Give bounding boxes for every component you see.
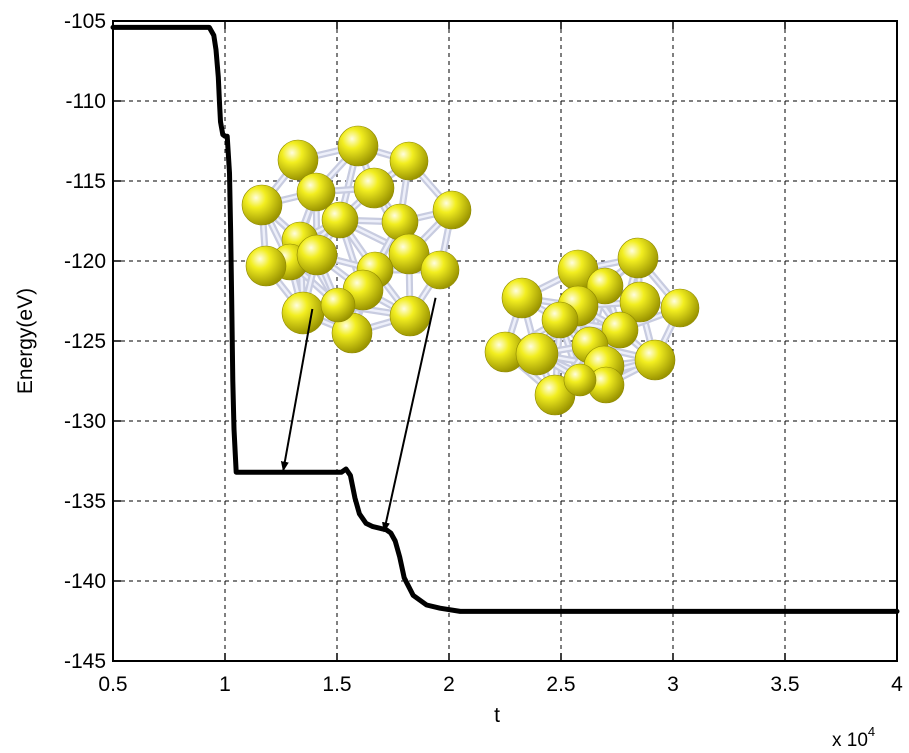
atom <box>541 301 579 339</box>
x-tick-label: 0.5 <box>98 673 127 696</box>
x-tick-label: 2.5 <box>546 673 575 696</box>
atom <box>660 288 700 328</box>
tick-labels: 0.5 1 1.5 2 2.5 3 3.5 4 -105 -110 -115 -120 -125 -130… <box>64 10 903 696</box>
atom <box>601 311 639 349</box>
y-axis-label: Energy(eV) <box>14 288 37 394</box>
axes-frame <box>112 20 898 662</box>
x-multiplier-base: x 10 <box>832 730 868 751</box>
y-tick-label: -105 <box>64 10 106 33</box>
annotation-arrow <box>280 308 314 472</box>
y-tick-label: -145 <box>64 650 106 673</box>
x-tick-label: 3.5 <box>770 673 799 696</box>
atom <box>281 291 325 335</box>
annotation-arrows <box>280 297 437 533</box>
x-axis-label: t <box>494 704 500 727</box>
atom <box>389 295 431 337</box>
x-multiplier-exponent: 4 <box>868 724 875 739</box>
y-tick-label: -130 <box>64 410 106 433</box>
atom <box>277 139 319 181</box>
y-tick-label: -115 <box>66 170 106 193</box>
atom <box>515 332 559 376</box>
atom <box>420 250 460 290</box>
atom <box>353 167 395 209</box>
atom <box>432 190 472 230</box>
atom <box>337 125 379 167</box>
y-tick-label: -120 <box>64 250 106 273</box>
atom <box>296 234 338 276</box>
energy-series-line <box>110 24 900 614</box>
atom <box>586 267 624 305</box>
atom <box>619 281 661 323</box>
cluster-illustrations <box>241 125 700 416</box>
atom <box>388 233 430 275</box>
atom <box>389 141 429 181</box>
atom <box>617 237 659 279</box>
x-tick-label: 2 <box>443 673 455 696</box>
atom <box>501 277 543 319</box>
x-tick-label: 3 <box>667 673 679 696</box>
gold-nanocluster-compact-icon <box>484 237 700 416</box>
atom <box>321 201 359 239</box>
x-axis-multiplier: x 104 <box>832 724 875 751</box>
y-tick-label: -135 <box>64 490 106 513</box>
y-tick-label: -110 <box>66 90 106 113</box>
atom <box>296 172 336 212</box>
y-tick-label: -125 <box>64 330 106 353</box>
y-tick-label: -140 <box>64 570 106 593</box>
atom <box>634 339 676 381</box>
annotation-arrow <box>382 297 437 533</box>
gold-nanocluster-hollow-cage-icon <box>241 125 472 354</box>
atom <box>245 245 287 287</box>
x-tick-label: 1.5 <box>322 673 351 696</box>
atom <box>241 184 283 226</box>
atom <box>563 363 597 397</box>
atom <box>320 287 356 323</box>
series-layer <box>110 24 900 614</box>
x-tick-label: 4 <box>891 673 903 696</box>
x-tick-label: 1 <box>219 673 231 696</box>
